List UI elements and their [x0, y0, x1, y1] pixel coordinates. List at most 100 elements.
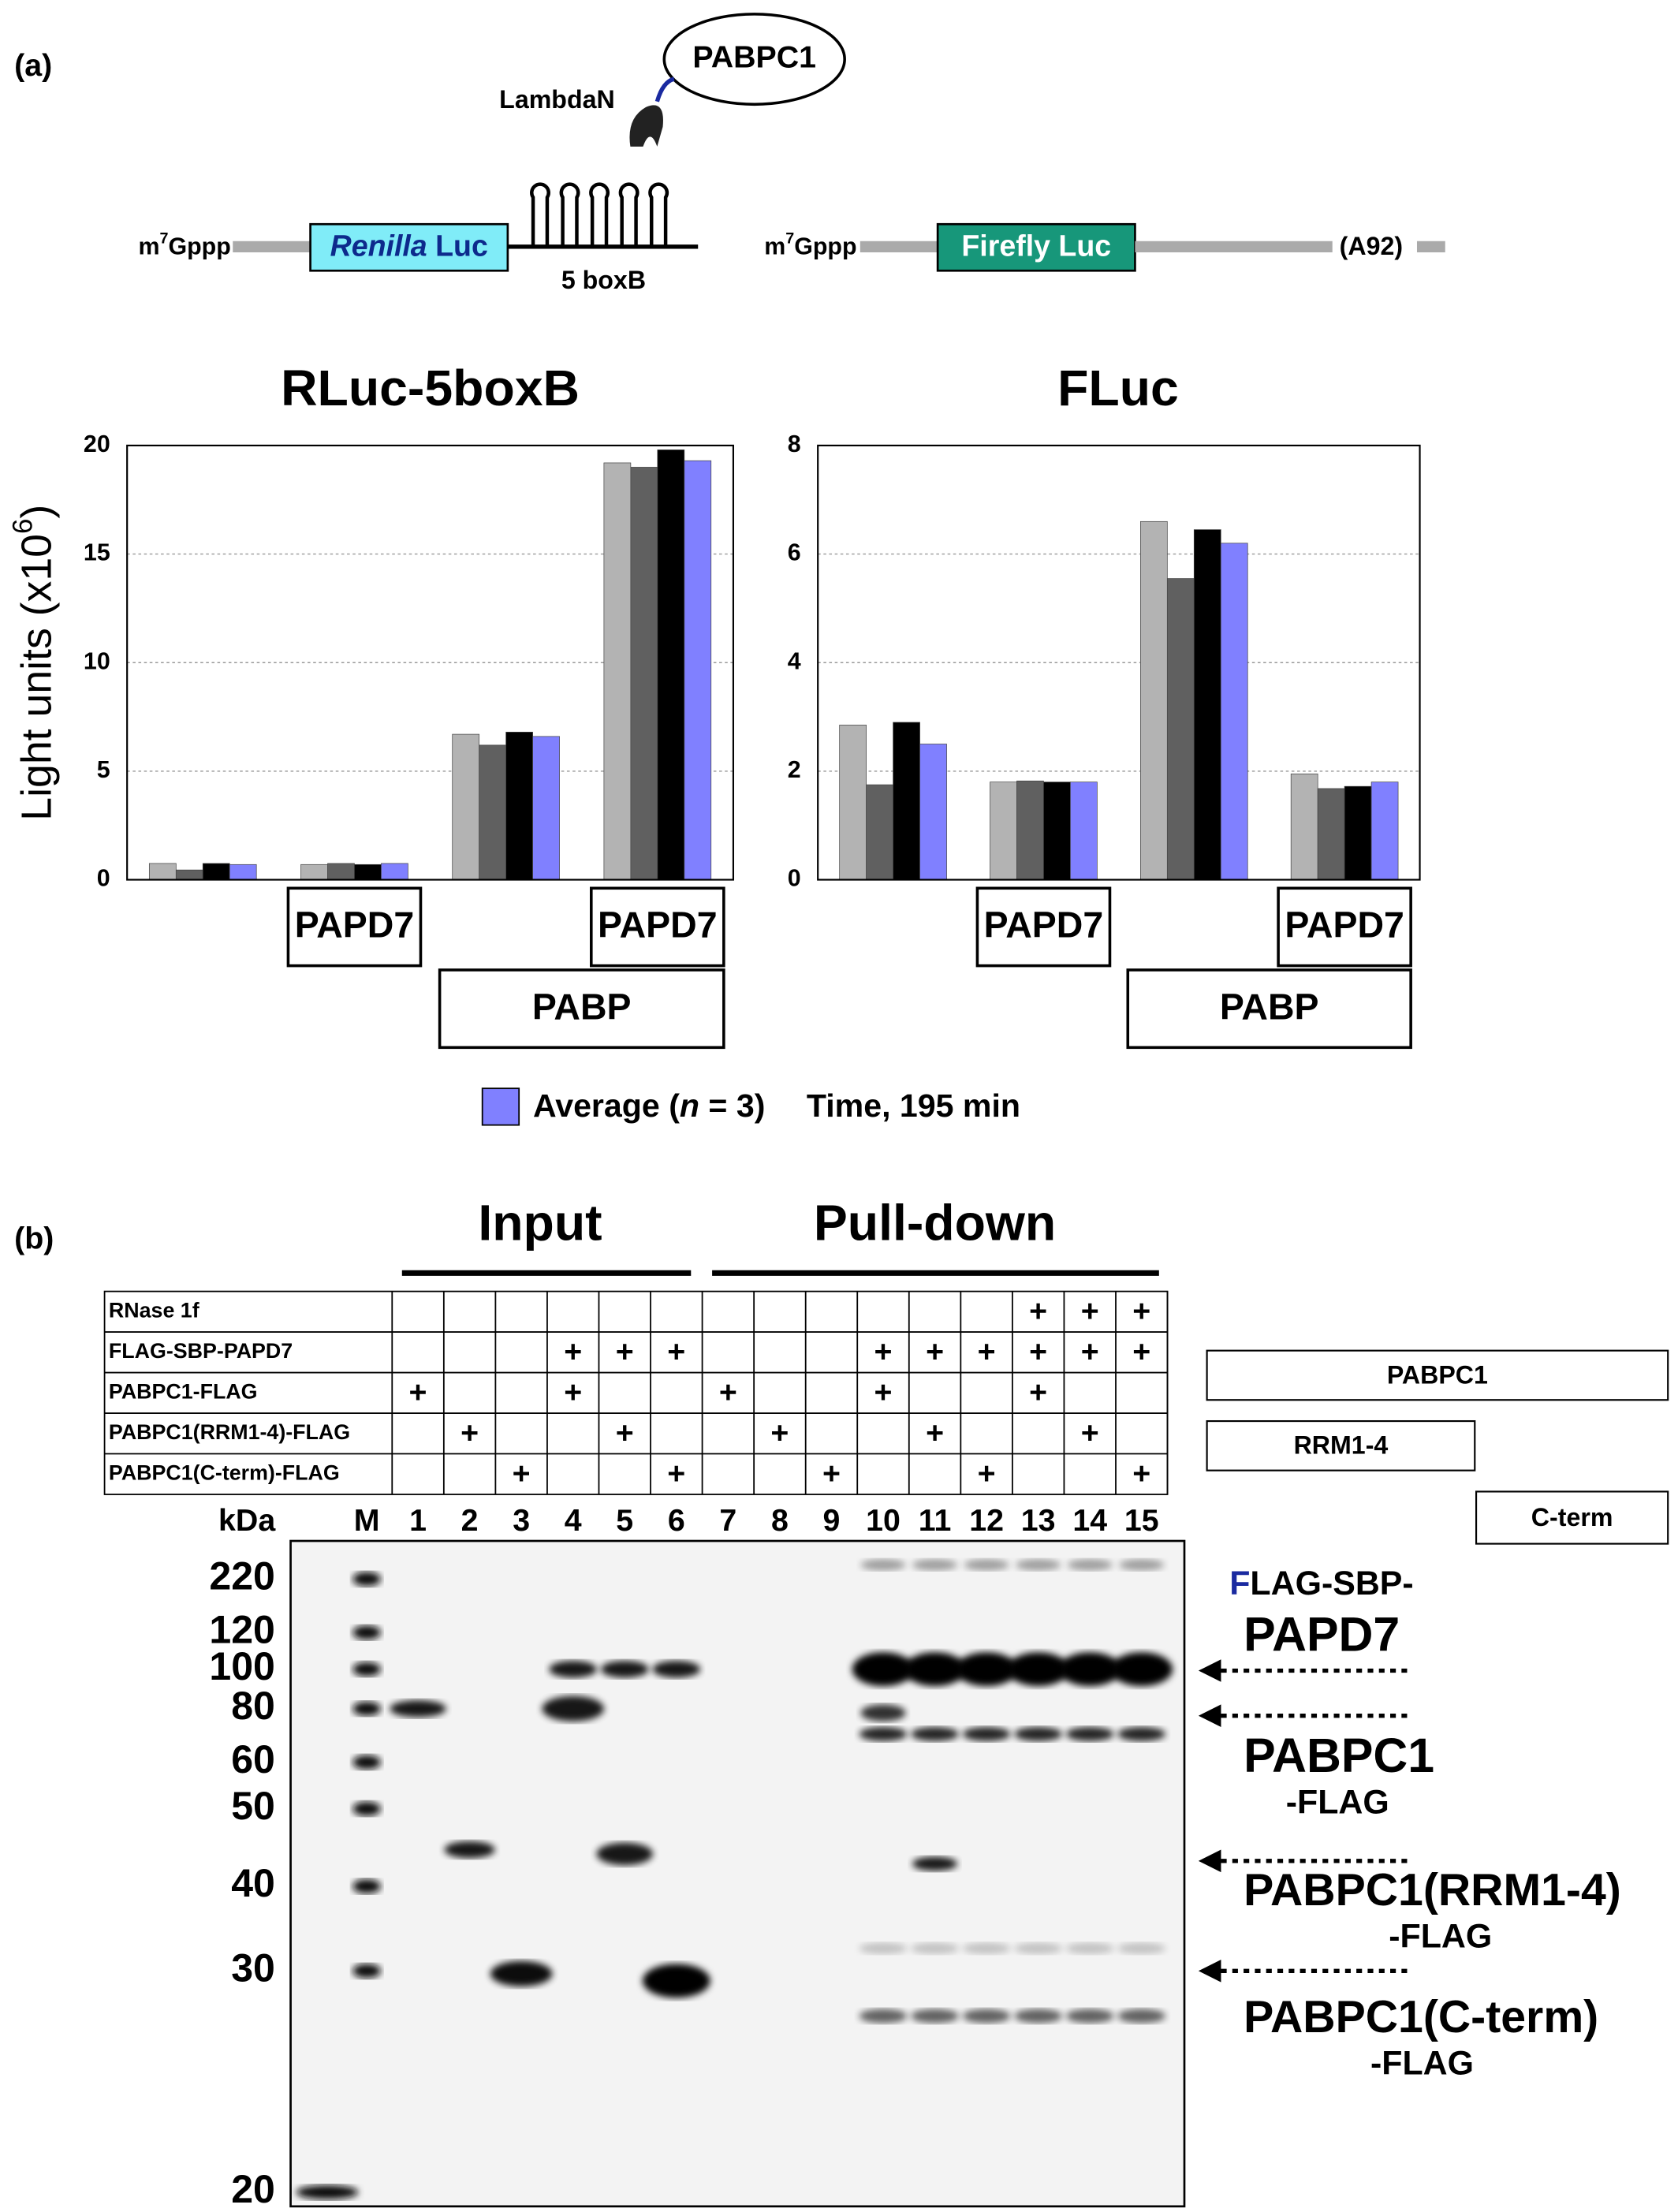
lane-label: 6: [668, 1503, 685, 1538]
stem-loop: [648, 182, 669, 247]
marker-label: 100: [209, 1644, 275, 1688]
cell-plus: +: [1029, 1375, 1047, 1409]
bar: [990, 781, 1017, 880]
linker: [654, 76, 675, 103]
marker-label: 40: [231, 1861, 275, 1905]
lane-label: 11: [919, 1503, 952, 1538]
gel-band: [911, 1727, 959, 1741]
lane-label: 12: [969, 1503, 1004, 1538]
bar: [148, 863, 177, 880]
marker-label: 30: [231, 1946, 275, 1990]
bar: [1370, 781, 1399, 880]
lambdan-label: LambdaN: [499, 85, 615, 114]
firefly-label: Firefly Luc: [961, 229, 1111, 263]
cap-label: m7Gppp: [138, 230, 230, 260]
cell-plus: +: [770, 1416, 789, 1450]
marker-band: [352, 1625, 381, 1640]
cap-label-part: m: [138, 233, 159, 260]
bar: [1070, 781, 1098, 880]
marker-band: [352, 1755, 381, 1770]
bar: [354, 864, 382, 880]
marker-label: 20: [231, 2167, 275, 2211]
cell-plus: +: [1132, 1456, 1150, 1490]
panel-label: (a): [14, 48, 52, 83]
lane-label: 14: [1072, 1503, 1107, 1538]
factor-label: PAPD7: [598, 905, 718, 946]
factor-label: PAPD7: [984, 905, 1104, 946]
bar: [327, 863, 355, 880]
gel-band: [911, 1942, 959, 1954]
cap-label-part: m: [764, 233, 785, 260]
gel-band: [1014, 1942, 1063, 1954]
bar: [479, 744, 506, 880]
factor-box: [975, 886, 1112, 968]
cell-plus: +: [822, 1456, 841, 1490]
lane-label: 15: [1124, 1503, 1159, 1538]
gel-band: [390, 1700, 446, 1718]
marker-band: [296, 2185, 359, 2199]
gel-band: [1016, 1559, 1061, 1571]
cell-plus: +: [874, 1375, 893, 1409]
gel-band: [860, 1704, 906, 1721]
band-label: PABPC1(RRM1-4): [1244, 1865, 1621, 1915]
cap-label: m7Gppp: [764, 230, 856, 260]
band-label: FLAG-SBP-: [1229, 1565, 1414, 1603]
factor-label: PABP: [532, 986, 632, 1027]
arrow-head: [1198, 1704, 1221, 1728]
lambdan-shape: [629, 105, 663, 147]
cell-plus: +: [1081, 1294, 1099, 1329]
factor-box: [286, 886, 423, 968]
marker-band: [352, 1662, 381, 1677]
cell-plus: +: [1081, 1334, 1099, 1369]
cell-plus: +: [564, 1375, 582, 1409]
cell-plus: +: [513, 1456, 531, 1490]
gel-band: [962, 1727, 1011, 1741]
cell-plus: +: [667, 1456, 685, 1490]
cell-plus: +: [1029, 1334, 1047, 1369]
cell-plus: +: [564, 1334, 582, 1369]
y-tick-label: 4: [788, 647, 801, 674]
y-tick-label: 10: [84, 647, 110, 674]
lane-label: 7: [719, 1503, 736, 1538]
bar: [1220, 543, 1248, 880]
y-tick-label: 15: [84, 539, 110, 566]
bar: [839, 725, 867, 880]
plot-frame: [817, 444, 1421, 881]
pabpc1-label: PABPC1: [692, 39, 816, 74]
gel-band: [1065, 2009, 1114, 2024]
bar: [919, 744, 947, 880]
gel-band: [1110, 1652, 1173, 1687]
arrow-head: [1198, 1959, 1221, 1983]
lane-label: 4: [565, 1503, 582, 1538]
lane-label: 1: [409, 1503, 427, 1538]
marker-band: [352, 1964, 381, 1979]
marker-label: 220: [209, 1554, 275, 1598]
factor-label: PABP: [1220, 986, 1319, 1027]
y-tick-label: 5: [97, 756, 110, 783]
gel-band: [962, 1942, 1011, 1954]
marker-label: 60: [231, 1737, 275, 1781]
bar: [300, 864, 328, 880]
gel-band: [652, 1660, 701, 1678]
lane-label: 10: [866, 1503, 901, 1538]
domain-label: PABPC1: [1387, 1360, 1488, 1389]
bar: [381, 863, 408, 880]
gel-band: [964, 1559, 1009, 1571]
y-tick-label: 0: [788, 865, 801, 892]
row-label: PABPC1-FLAG: [109, 1379, 258, 1403]
gel-band: [642, 1964, 710, 1998]
cell-plus: +: [978, 1334, 996, 1369]
factor-label: PAPD7: [295, 905, 415, 946]
arrow-head: [1198, 1659, 1221, 1682]
y-tick-label: 6: [788, 539, 801, 566]
gel: [289, 1539, 1186, 2208]
bar: [1166, 578, 1195, 880]
bar: [452, 733, 480, 880]
gel-band: [1067, 1559, 1113, 1571]
gel-band: [490, 1960, 553, 1986]
band-label: PABPC1: [1244, 1729, 1434, 1782]
lane-label: 2: [461, 1503, 479, 1538]
gel-band: [1117, 2009, 1166, 2024]
band-label-sub: -FLAG: [1286, 1784, 1389, 1822]
